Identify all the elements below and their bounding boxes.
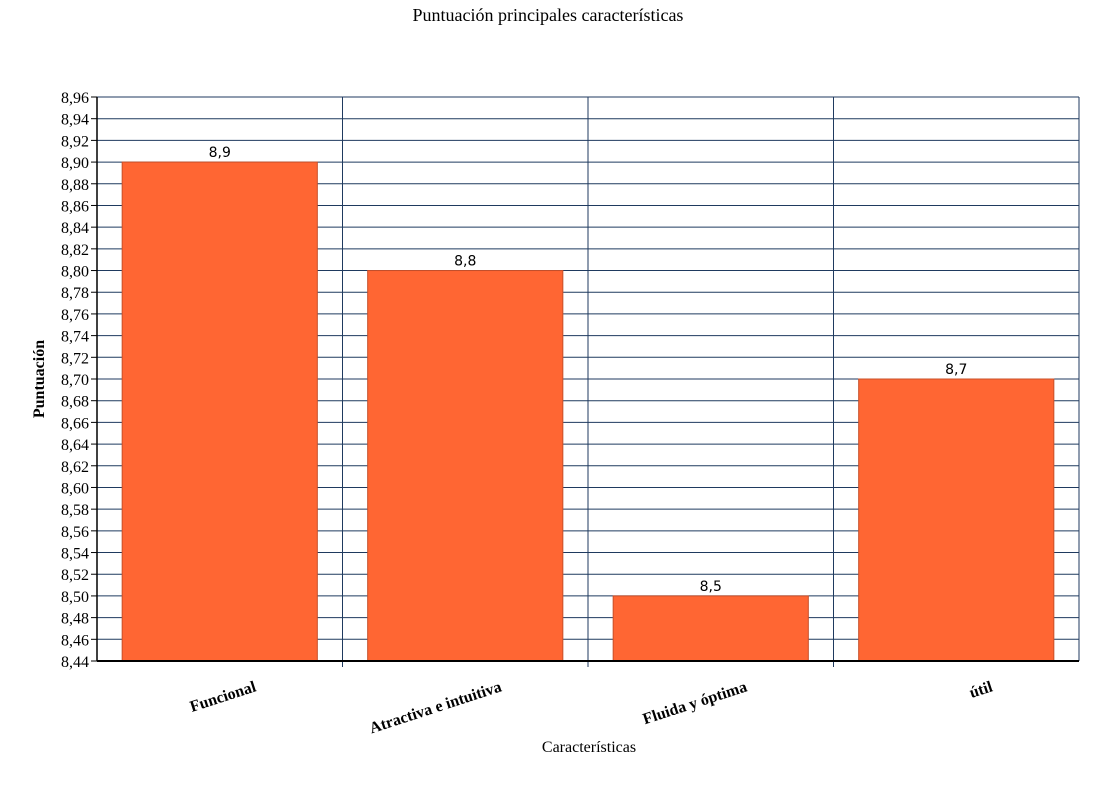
x-tick-label: Funcional <box>188 678 259 715</box>
y-tick-label: 8,96 <box>61 90 89 107</box>
x-tick-label: Atractiva e intuitiva <box>367 679 503 738</box>
y-tick-label: 8,66 <box>61 415 89 432</box>
bar <box>367 270 564 662</box>
x-tick-label: útil <box>967 678 995 701</box>
data-label: 8,8 <box>454 254 476 270</box>
bar <box>858 378 1055 662</box>
y-tick-label: 8,72 <box>61 350 89 367</box>
x-axis-title: Características <box>542 739 636 756</box>
y-tick-label: 8,92 <box>61 133 89 150</box>
y-tick-label: 8,64 <box>61 437 89 454</box>
y-tick-label: 8,48 <box>61 611 89 628</box>
y-tick-label: 8,94 <box>61 112 89 129</box>
y-tick-label: 8,68 <box>61 394 89 411</box>
y-tick-label: 8,88 <box>61 177 89 194</box>
x-tick-labels: Funcional Atractiva e intuitiva Fluida y ó… <box>188 678 995 737</box>
y-tick-label: 8,58 <box>61 502 89 519</box>
y-tick-label: 8,52 <box>61 567 89 584</box>
data-labels: 8,9 8,8 8,5 8,7 <box>209 145 968 595</box>
bar <box>612 595 809 662</box>
y-tick-label: 8,54 <box>61 546 89 563</box>
y-tick-label: 8,56 <box>61 524 89 541</box>
data-label: 8,5 <box>700 579 722 595</box>
y-tick-label: 8,62 <box>61 459 89 476</box>
axes <box>91 96 1079 662</box>
chart-title: Puntuación principales características <box>413 5 684 25</box>
y-tick-label: 8,84 <box>61 220 89 237</box>
y-tick-labels: 8,44 8,46 8,48 8,50 8,52 8,54 8,56 8,58 8,60 8,62… <box>61 90 89 671</box>
bars <box>121 161 1055 662</box>
bar <box>121 161 318 662</box>
y-tick-label: 8,76 <box>61 307 89 324</box>
data-label: 8,9 <box>209 145 231 161</box>
x-tick-label: Fluida y óptima <box>641 679 749 729</box>
data-label: 8,7 <box>945 362 967 378</box>
y-tick-label: 8,86 <box>61 198 89 215</box>
y-tick-label: 8,90 <box>61 155 89 172</box>
y-tick-label: 8,78 <box>61 285 89 302</box>
y-tick-label: 8,60 <box>61 480 89 497</box>
y-tick-label: 8,44 <box>61 654 89 671</box>
y-tick-label: 8,82 <box>61 242 89 259</box>
y-tick-label: 8,50 <box>61 589 89 606</box>
y-tick-label: 8,70 <box>61 372 89 389</box>
y-tick-label: 8,80 <box>61 264 89 281</box>
y-tick-label: 8,46 <box>61 632 89 649</box>
y-tick-label: 8,74 <box>61 329 89 346</box>
y-axis-title: Puntuación <box>31 340 48 418</box>
